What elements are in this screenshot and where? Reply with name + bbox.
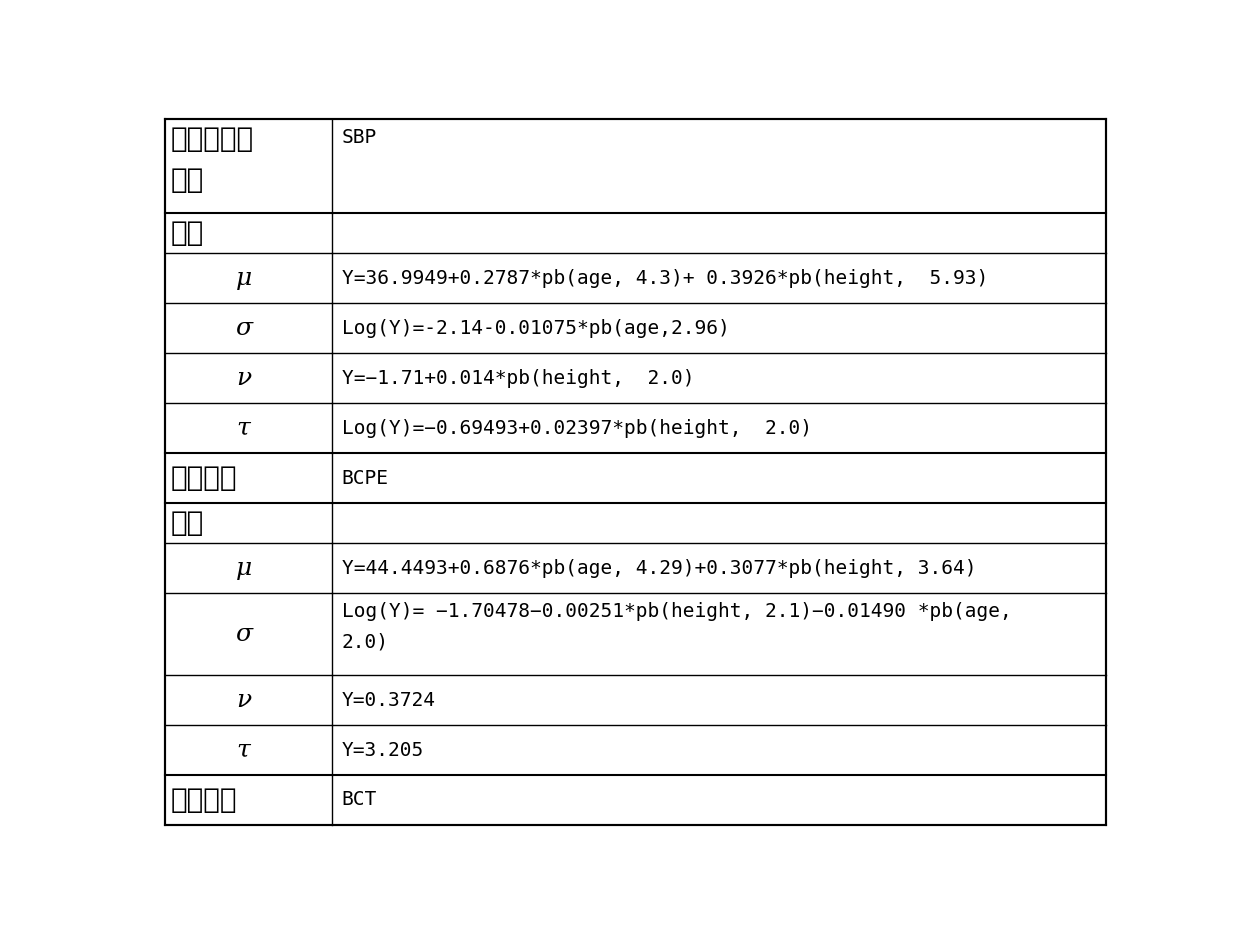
Text: τ: τ: [237, 417, 250, 439]
Text: BCPE: BCPE: [342, 468, 389, 487]
Text: 分布类型: 分布类型: [170, 786, 237, 814]
Text: σ: σ: [236, 317, 252, 339]
Text: SBP: SBP: [342, 128, 377, 147]
Text: 男孩: 男孩: [170, 219, 203, 247]
Text: 拟合的参数
模型: 拟合的参数 模型: [170, 125, 253, 194]
Text: Y=3.205: Y=3.205: [342, 741, 424, 759]
Text: μ: μ: [236, 556, 252, 580]
Text: Log(Y)=−0.69493+0.02397*pb(height,  2.0): Log(Y)=−0.69493+0.02397*pb(height, 2.0): [342, 419, 812, 438]
Text: τ: τ: [237, 739, 250, 761]
Text: Log(Y)= −1.70478−0.00251*pb(height, 2.1)−0.01490 *pb(age,
2.0): Log(Y)= −1.70478−0.00251*pb(height, 2.1)…: [342, 602, 1012, 652]
Text: 分布类型: 分布类型: [170, 464, 237, 492]
Text: σ: σ: [236, 623, 252, 646]
Text: Y=0.3724: Y=0.3724: [342, 691, 435, 710]
Text: Y=−1.71+0.014*pb(height,  2.0): Y=−1.71+0.014*pb(height, 2.0): [342, 368, 694, 388]
Text: μ: μ: [236, 266, 252, 290]
Text: BCT: BCT: [342, 790, 377, 810]
Text: ν: ν: [236, 367, 252, 390]
Text: 女孩: 女孩: [170, 510, 203, 538]
Text: ν: ν: [236, 688, 252, 712]
Text: Log(Y)=-2.14-0.01075*pb(age,2.96): Log(Y)=-2.14-0.01075*pb(age,2.96): [342, 319, 729, 338]
Text: Y=36.9949+0.2787*pb(age, 4.3)+ 0.3926*pb(height,  5.93): Y=36.9949+0.2787*pb(age, 4.3)+ 0.3926*pb…: [342, 268, 988, 288]
Text: Y=44.4493+0.6876*pb(age, 4.29)+0.3077*pb(height, 3.64): Y=44.4493+0.6876*pb(age, 4.29)+0.3077*pb…: [342, 559, 976, 578]
